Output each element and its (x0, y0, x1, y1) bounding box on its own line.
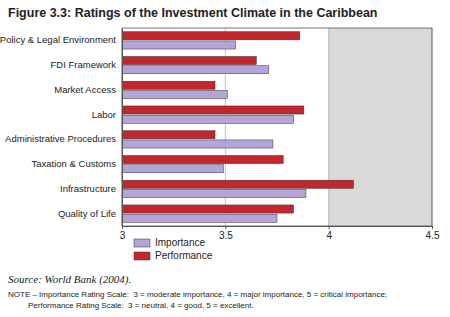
bar (122, 81, 215, 89)
chart: Figure 3.3: Ratings of the Investment Cl… (0, 0, 450, 317)
tick: Infrastructure (60, 183, 122, 194)
bar (122, 140, 273, 148)
tick: FDI Framework (51, 59, 122, 70)
bar (122, 214, 277, 222)
note: NOTE – Importance Rating Scale: 3 = mode… (8, 290, 387, 299)
bar (122, 205, 294, 213)
y-axis: Policy & Legal Environment FDI Framework M… (0, 29, 123, 227)
tick: 4 (326, 226, 332, 241)
bars (122, 32, 353, 223)
bar (122, 106, 304, 114)
grid (122, 28, 432, 226)
axis-line (122, 29, 123, 227)
tick: 3 (120, 226, 126, 241)
legend-label: Performance (155, 250, 213, 261)
legend-label: Importance (155, 237, 205, 248)
series (122, 41, 306, 222)
grid-line (328, 28, 329, 226)
category-label: Labor (92, 109, 116, 120)
tick: Administrative Procedures (5, 133, 122, 144)
tick: Policy & Legal Environment (0, 34, 122, 45)
tick: Quality of Life (58, 208, 122, 219)
bar (122, 115, 294, 123)
tick-label: 3 (120, 230, 126, 241)
plot-frame (122, 28, 432, 226)
tick: 4.5 (426, 226, 440, 241)
shaded-region (329, 28, 432, 226)
tick: Labor (92, 109, 122, 120)
legend: Importance Performance (134, 237, 213, 261)
tick-label: 4 (326, 230, 332, 241)
series (122, 32, 353, 213)
tick-mark (432, 226, 433, 229)
bar (122, 165, 223, 173)
category-label: Policy & Legal Environment (0, 34, 116, 45)
bar (122, 90, 227, 98)
axis-line (123, 227, 433, 230)
source: Source: World Bank (2004). (8, 273, 131, 286)
category-label: Taxation & Customs (32, 158, 117, 169)
category-label: Infrastructure (60, 183, 116, 194)
bar (122, 155, 283, 163)
tick: Taxation & Customs (32, 158, 122, 169)
bar (122, 41, 236, 49)
bar (122, 131, 215, 139)
category-label: Quality of Life (58, 208, 116, 219)
category-label: FDI Framework (51, 59, 117, 70)
tick-mark (225, 226, 226, 229)
bar (122, 180, 353, 188)
bar (122, 56, 256, 64)
tick: 3.5 (219, 226, 233, 241)
bar (122, 189, 306, 197)
tick-mark (329, 226, 330, 229)
note: Performance Rating Scale: 3 = neutral, 4… (28, 301, 254, 310)
bar (122, 32, 300, 40)
category-label: Market Access (54, 84, 116, 95)
tick-label: 3.5 (219, 230, 233, 241)
legend-swatch (134, 252, 150, 260)
legend-swatch (134, 239, 150, 247)
tick-label: 4.5 (426, 230, 440, 241)
category-label: Administrative Procedures (5, 133, 116, 144)
bar (122, 66, 269, 74)
title: Figure 3.3: Ratings of the Investment Cl… (8, 6, 378, 20)
tick: Market Access (54, 84, 122, 95)
